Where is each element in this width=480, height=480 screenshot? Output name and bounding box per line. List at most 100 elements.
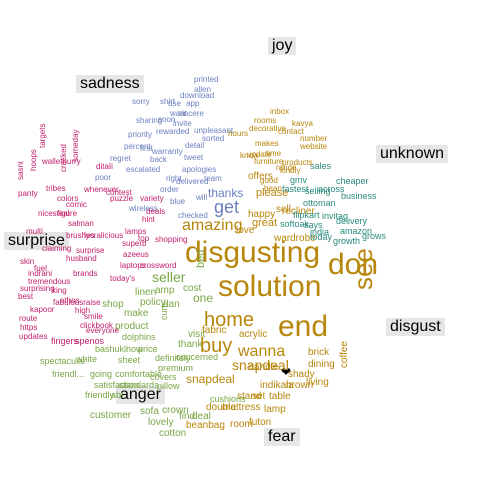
cloud-word: candle [249, 362, 279, 373]
cloud-word: rewarded [156, 127, 190, 136]
cloud-word: satisfaction [94, 380, 140, 390]
cloud-word: soon [158, 115, 176, 124]
cloud-word: brands [73, 269, 98, 278]
cloud-word: india [310, 227, 330, 237]
cloud-word: apologies [182, 165, 217, 174]
cloud-word: sheet [118, 355, 141, 365]
cloud-word: lamps [125, 227, 147, 236]
cloud-word: cheaper [336, 176, 369, 186]
cloud-word: shop [102, 299, 124, 310]
cloud-word: policy [140, 297, 166, 308]
cloud-word: selling [305, 186, 331, 196]
cloud-word: amazon [340, 226, 373, 236]
cloud-word: happy [248, 209, 276, 220]
cloud-word: mattress [222, 402, 261, 413]
cloud-word: tweet [184, 153, 204, 162]
cloud-word: grows [362, 231, 387, 241]
cloud-word: route [19, 314, 38, 323]
cloud-word: amazing [182, 217, 243, 234]
cloud-word: products [282, 158, 313, 167]
heart-icon: ❤ [281, 365, 292, 379]
cloud-word: furniture [254, 157, 284, 166]
cloud-word: poor [95, 173, 112, 182]
cloud-word: checked [178, 211, 208, 220]
cloud-word: tribes [46, 184, 66, 193]
cloud-word: sofa [140, 406, 159, 417]
cloud-word: price [138, 344, 158, 354]
cloud-word: fabric [202, 325, 227, 336]
cloud-word: first [140, 144, 153, 153]
cloud-word: allen [194, 85, 211, 94]
cloud-word: puzzle [110, 194, 134, 203]
cloud-word: sasni [16, 161, 25, 180]
cloud-word: best [18, 292, 34, 301]
label-sadness: sadness [76, 75, 144, 93]
cloud-word: delivered [176, 177, 209, 186]
cloud-word: someday [71, 129, 80, 162]
cloud-word: contest [106, 188, 132, 197]
cloud-word: download [180, 91, 215, 100]
cloud-word: hoops [29, 149, 38, 171]
cloud-word: deals [146, 207, 166, 216]
cloud-word: time [266, 149, 282, 158]
cloud-word: laptops [120, 261, 146, 270]
cloud-word: one [193, 291, 214, 305]
cloud-word: wallethurry [42, 157, 81, 166]
cloud-word: fuel [34, 264, 47, 273]
cloud-word: want [170, 109, 187, 118]
cloud-word: ditaIi [96, 162, 113, 171]
cloud-word: thanks [208, 186, 244, 200]
cloud-word: brick [308, 347, 330, 358]
cloud-word: number [300, 134, 328, 143]
cloud-word: don [328, 248, 379, 281]
cloud-word: ethos [60, 296, 80, 305]
cloud-word: lamp [264, 404, 286, 415]
cloud-word: detail [185, 141, 205, 150]
cloud-word: spenos [75, 336, 105, 346]
cloud-word: regret [110, 154, 131, 163]
cloud-word: bean [264, 184, 282, 193]
cloud-word: know [240, 151, 259, 160]
cloud-word: coffee [339, 340, 350, 368]
cloud-word: cum [159, 302, 169, 320]
cloud-word: invite [173, 119, 192, 128]
cloud-word: will [196, 193, 208, 202]
cloud-word: standards [119, 380, 159, 390]
cloud-word: variety [140, 194, 164, 203]
cloud-word: white [76, 354, 98, 364]
cloud-word: pillow [157, 381, 180, 391]
cloud-word: surprising [20, 284, 55, 293]
cloud-word: lycralicious [84, 231, 124, 240]
cloud-word: living [306, 377, 329, 388]
cloud-word: smile [84, 312, 103, 321]
cloud-word: comic [66, 200, 87, 209]
cloud-word: blue [170, 197, 186, 206]
cloud-word: order [160, 185, 179, 194]
cloud-word: clickbook [80, 321, 113, 330]
cloud-word: range [276, 163, 297, 172]
cloud-word: sharing [136, 116, 163, 125]
cloud-word: shirt [160, 97, 176, 106]
cloud-word: brown [286, 380, 314, 391]
cloud-word: table [269, 391, 291, 402]
cloud-word: please [256, 187, 289, 199]
cloud-word: multi [26, 227, 43, 236]
cloud-word: use [168, 99, 181, 108]
cloud-word: husband [66, 254, 97, 263]
cloud-word: unpleasant [194, 126, 234, 135]
label-joy: joy [268, 37, 297, 55]
cloud-word: growth [333, 236, 361, 246]
cloud-word: indrani [28, 269, 53, 278]
cloud-word: sorted [202, 134, 225, 143]
cloud-word: back [150, 155, 167, 164]
cloud-word: today's [110, 274, 136, 283]
cloud-word: makes [255, 139, 279, 148]
cloud-word: sell [276, 204, 292, 215]
cloud-word: printed [194, 75, 219, 84]
cloud-word: love [236, 225, 255, 236]
label-unknown: unknown [376, 145, 449, 163]
cloud-word: fabulousraise [53, 298, 101, 307]
cloud-word: azeeus [123, 250, 149, 259]
cloud-word: top [138, 234, 150, 243]
cloud-word: make [124, 308, 149, 319]
